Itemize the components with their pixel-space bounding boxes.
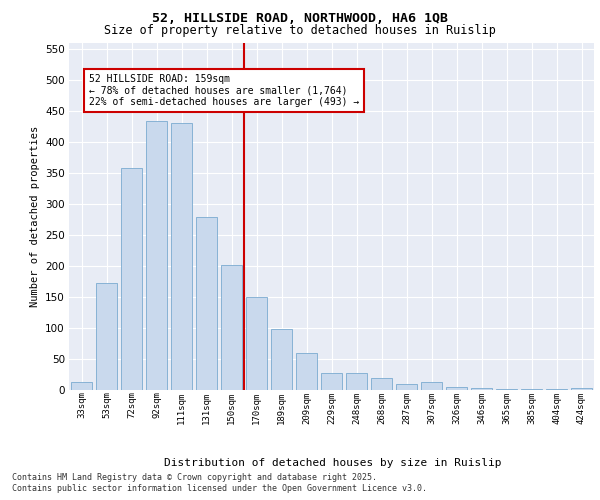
Bar [196, 218, 217, 390]
Bar [221, 264, 242, 390]
Bar [96, 284, 117, 390]
Text: Contains HM Land Registry data © Crown copyright and database right 2025.: Contains HM Land Registry data © Crown c… [12, 472, 377, 482]
Bar [71, 382, 92, 390]
Bar [171, 123, 192, 390]
Bar [146, 120, 167, 390]
Bar [446, 387, 467, 390]
Bar [571, 388, 592, 390]
Y-axis label: Number of detached properties: Number of detached properties [29, 126, 40, 307]
Bar [246, 297, 267, 390]
Text: 52 HILLSIDE ROAD: 159sqm
← 78% of detached houses are smaller (1,764)
22% of sem: 52 HILLSIDE ROAD: 159sqm ← 78% of detach… [89, 74, 359, 106]
Text: Size of property relative to detached houses in Ruislip: Size of property relative to detached ho… [104, 24, 496, 37]
Bar [371, 378, 392, 390]
Text: Distribution of detached houses by size in Ruislip: Distribution of detached houses by size … [164, 458, 502, 468]
Bar [271, 328, 292, 390]
Bar [346, 373, 367, 390]
Bar [296, 354, 317, 390]
Text: Contains public sector information licensed under the Open Government Licence v3: Contains public sector information licen… [12, 484, 427, 493]
Bar [121, 168, 142, 390]
Bar [421, 382, 442, 390]
Bar [396, 384, 417, 390]
Bar [321, 372, 342, 390]
Bar [471, 388, 492, 390]
Text: 52, HILLSIDE ROAD, NORTHWOOD, HA6 1QB: 52, HILLSIDE ROAD, NORTHWOOD, HA6 1QB [152, 12, 448, 26]
Bar [496, 389, 517, 390]
